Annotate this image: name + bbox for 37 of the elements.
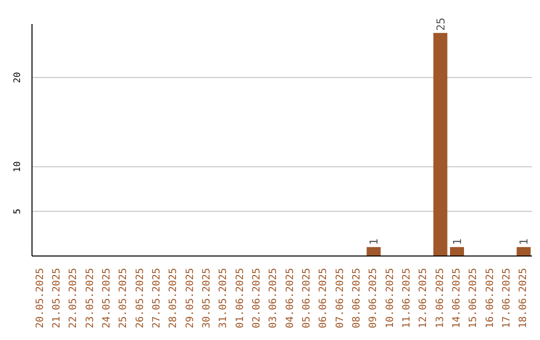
x-tick-label: 26.05.2025	[134, 268, 146, 328]
y-tick-label: 5	[13, 208, 23, 214]
x-tick-label: 23.05.2025	[84, 268, 96, 328]
x-tick-label: 12.06.2025	[418, 268, 430, 328]
x-tick-label: 06.06.2025	[318, 268, 330, 328]
x-tick-label: 08.06.2025	[352, 268, 362, 328]
x-tick-label: 05.06.2025	[302, 268, 312, 328]
x-tick-label: 30.05.2025	[202, 268, 212, 328]
x-tick-label: 07.06.2025	[334, 268, 346, 328]
x-tick-label: 13.06.2025	[434, 268, 446, 328]
x-tick-label: 25.05.2025	[118, 268, 130, 328]
x-tick-label: 10.06.2025	[384, 268, 396, 328]
x-tick-label: 21.05.2025	[52, 268, 62, 328]
x-tick-label: 03.06.2025	[268, 268, 280, 328]
x-tick-label: 18.06.2025	[518, 268, 530, 328]
data-label: 1	[451, 238, 464, 246]
x-tick-label: 24.05.2025	[102, 268, 112, 328]
x-tick-label: 14.06.2025	[452, 268, 462, 328]
x-tick-label: 01.06.2025	[234, 268, 246, 328]
x-tick-label: 20.05.2025	[34, 268, 46, 328]
y-tick-label: 10	[13, 161, 23, 172]
x-tick-label: 29.05.2025	[184, 268, 196, 328]
x-tick-label: 04.06.2025	[284, 268, 296, 328]
x-tick-label: 11.06.2025	[402, 268, 412, 328]
x-tick-label: 17.06.2025	[502, 268, 512, 328]
x-tick-label: 16.06.2025	[484, 268, 496, 328]
x-tick-label: 27.05.2025	[152, 268, 162, 328]
y-tick-label: 20	[13, 72, 23, 83]
data-label: 1	[368, 238, 381, 246]
x-tick-label: 15.06.2025	[468, 268, 480, 328]
x-tick-label: 22.05.2025	[68, 268, 80, 328]
x-tick-label: 09.06.2025	[368, 268, 380, 328]
x-tick-label: 31.05.2025	[218, 268, 230, 328]
x-tick-label: 02.06.2025	[252, 268, 262, 328]
data-label: 1	[518, 238, 531, 246]
data-label: 25	[434, 18, 448, 31]
x-tick-label: 28.05.2025	[168, 268, 180, 328]
